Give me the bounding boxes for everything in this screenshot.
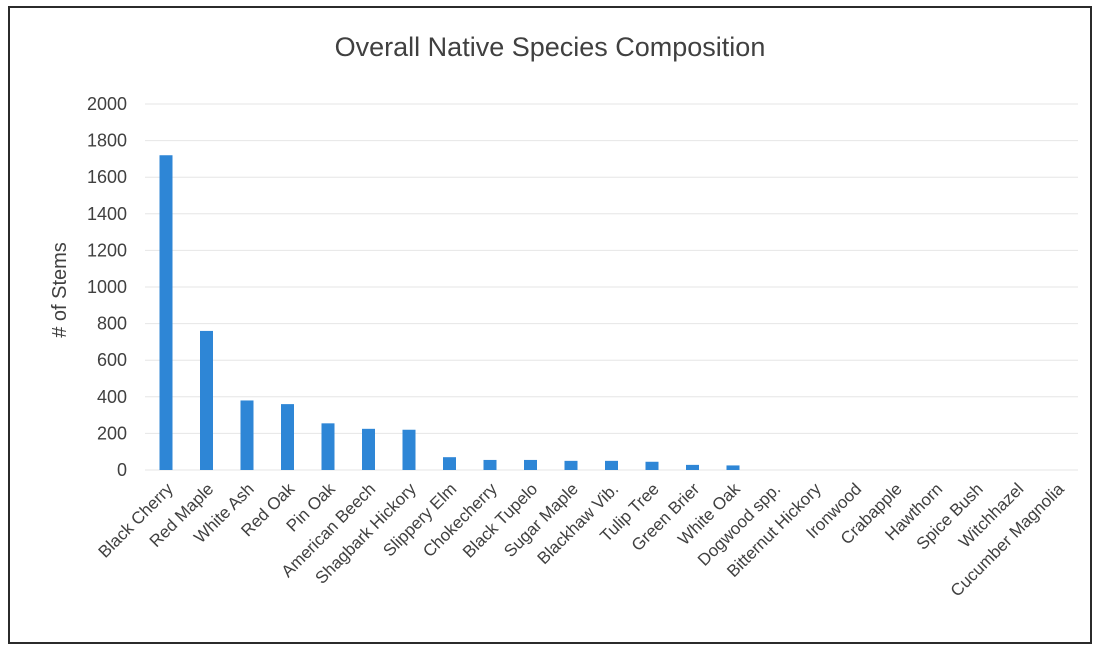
bar: [564, 460, 578, 470]
bar: [443, 457, 456, 470]
y-tick-label: 2000: [87, 94, 127, 114]
y-tick-label: 200: [97, 423, 127, 443]
bar: [362, 428, 375, 470]
y-axis-ticks: 0 200 400 600 800 1000 1200 1400 1600 1800 2000: [87, 94, 127, 480]
y-tick-label: 600: [97, 350, 127, 370]
bar: [159, 155, 173, 471]
chart-frame: [8, 6, 1092, 644]
bar: [240, 400, 254, 470]
bar: [686, 464, 699, 470]
y-tick-label: 1600: [87, 167, 127, 187]
bar: [281, 404, 294, 470]
y-tick-label: 1800: [87, 131, 127, 151]
y-tick-label: 0: [117, 460, 127, 480]
gridlines: [145, 103, 1078, 471]
bar: [321, 423, 335, 470]
y-tick-label: 800: [97, 314, 127, 334]
bar: [605, 460, 618, 470]
y-tick-label: 1400: [87, 204, 127, 224]
bar: [402, 429, 416, 470]
bar: [483, 459, 497, 470]
bar: [524, 459, 537, 470]
chart-title: Overall Native Species Composition: [334, 32, 766, 62]
y-tick-label: 1000: [87, 277, 127, 297]
bar: [726, 465, 740, 470]
bars: [159, 155, 740, 471]
y-tick-label: 1200: [87, 240, 127, 260]
bar: [645, 461, 659, 470]
bar: [200, 330, 213, 470]
y-axis-label: # of Stems: [49, 242, 71, 338]
y-tick-label: 400: [97, 387, 127, 407]
